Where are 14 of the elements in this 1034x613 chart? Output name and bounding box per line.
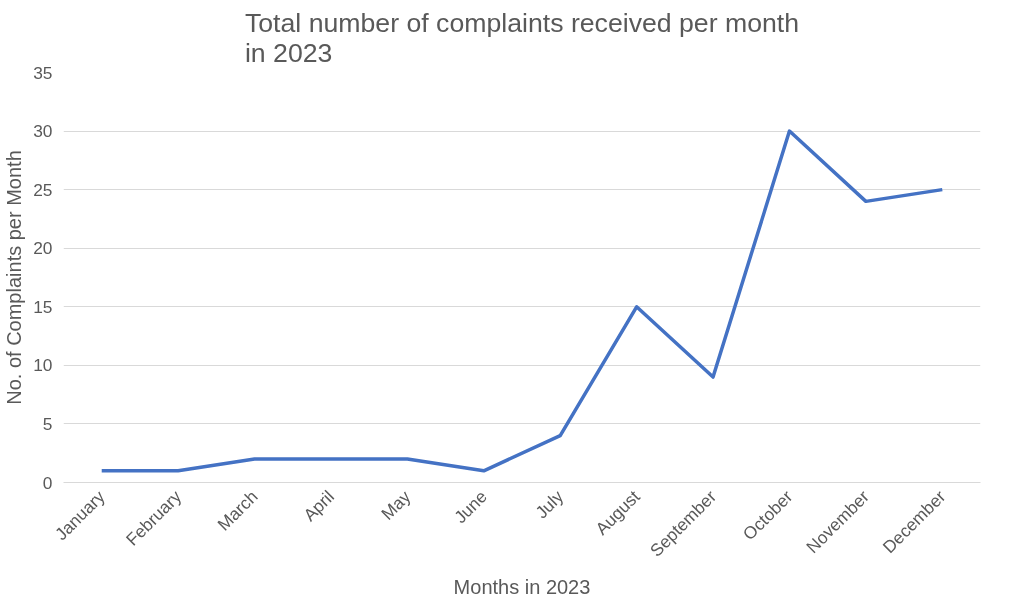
x-tick-label: May <box>377 486 415 524</box>
y-tick-label: 10 <box>33 355 53 376</box>
y-tick-label: 5 <box>42 413 53 434</box>
y-tick-label: 30 <box>33 121 53 142</box>
y-tick-label: 25 <box>33 179 53 200</box>
chart-title: Total number of complaints received per month in 2023 <box>244 7 800 68</box>
y-tick-label: 0 <box>42 472 53 493</box>
line-series <box>99 129 945 473</box>
x-axis-title: Months in 2023 <box>453 575 591 598</box>
y-tick-label: 20 <box>33 238 53 259</box>
y-tick-label: 15 <box>33 296 53 317</box>
x-tick-label: July <box>531 486 568 523</box>
y-tick-label: 35 <box>33 62 53 83</box>
y-axis-title: No. of Complaints per Month <box>3 150 26 405</box>
